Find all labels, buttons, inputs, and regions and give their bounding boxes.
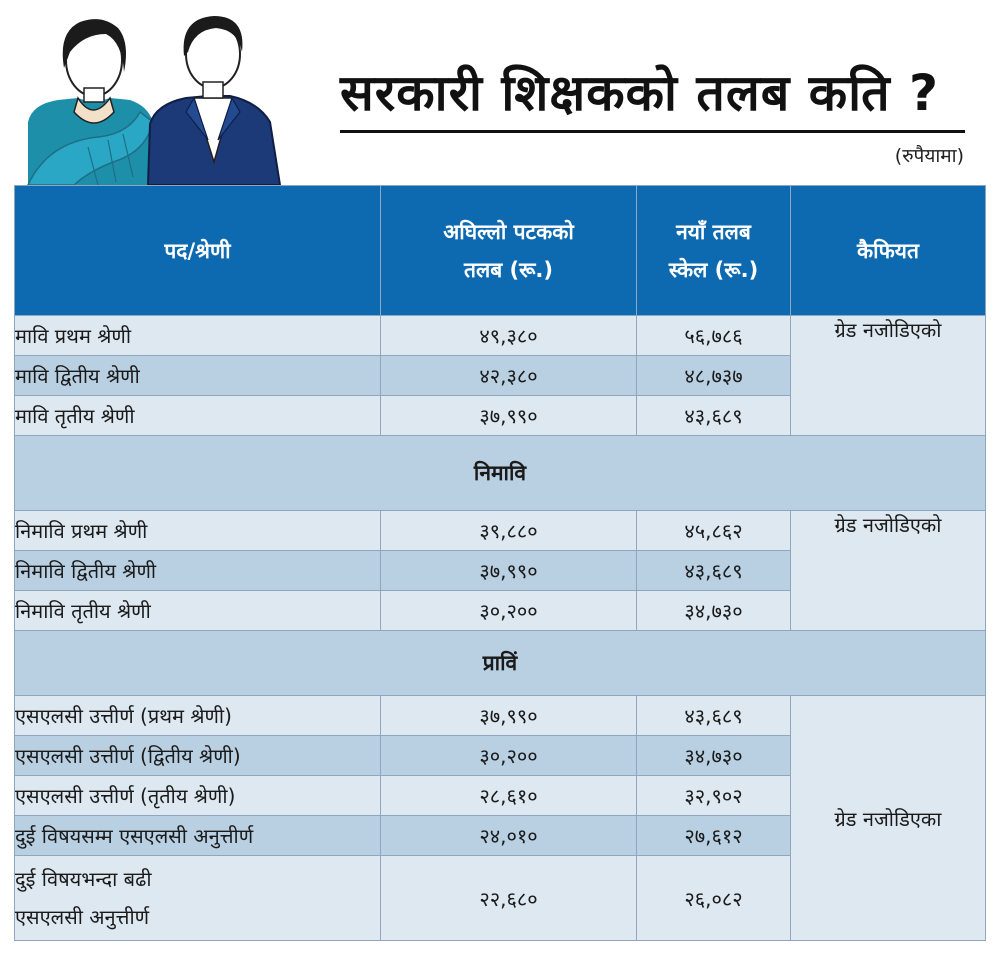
position-cell: निमावि द्वितीय श्रेणी — [14, 550, 381, 591]
section-heading-row: प्राविं — [14, 630, 986, 696]
position-cell: मावि द्वितीय श्रेणी — [14, 355, 381, 396]
previous-salary-cell: ३९,८८० — [380, 510, 637, 551]
currency-unit-label: (रुपैयामा) — [894, 145, 964, 167]
position-cell: मावि प्रथम श्रेणी — [14, 315, 381, 356]
table-row: निमावि द्वितीय श्रेणी ३७,९९० ४३,६८९ — [14, 550, 986, 591]
previous-salary-cell: २२,६८० — [380, 855, 637, 941]
previous-salary-cell: ३०,२०० — [380, 735, 637, 776]
table-row: दुई विषयसम्म एसएलसी अनुत्तीर्ण २४,०१० २७… — [14, 815, 986, 856]
new-salary-cell: ३४,७३० — [636, 590, 791, 631]
column-header-line: स्केल (रू.) — [668, 257, 759, 282]
remarks-cell: ग्रेड नजोडिएको — [790, 315, 986, 436]
previous-salary-cell: २४,०१० — [380, 815, 637, 856]
section-heading: निमावि — [14, 435, 986, 511]
table-row: दुई विषयभन्दा बढी एसएलसी अनुत्तीर्ण २२,६… — [14, 855, 986, 941]
new-salary-cell: २७,६१२ — [636, 815, 791, 856]
column-header-remarks: कैफियत — [790, 185, 986, 316]
new-salary-cell: ३२,९०२ — [636, 775, 791, 816]
table-row: निमावि प्रथम श्रेणी ३९,८८० ४५,८६२ ग्रेड … — [14, 510, 986, 631]
new-salary-cell: ४५,८६२ — [636, 510, 791, 551]
teachers-illustration-icon — [27, 16, 282, 185]
previous-salary-cell: २८,६१० — [380, 775, 637, 816]
header: सरकारी शिक्षकको तलब कति ? (रुपैयामा) — [0, 0, 1000, 185]
table-row: निमावि तृतीय श्रेणी ३०,२०० ३४,७३० — [14, 590, 986, 631]
new-salary-cell: ४८,७३७ — [636, 355, 791, 396]
remarks-cell: ग्रेड नजोडिएका — [790, 695, 986, 941]
remarks-cell: ग्रेड नजोडिएको — [790, 510, 986, 631]
column-header-previous-salary: अघिल्लो पटकको तलब (रू.) — [380, 185, 637, 316]
position-cell: मावि तृतीय श्रेणी — [14, 395, 381, 436]
new-salary-cell: ४३,६८९ — [636, 550, 791, 591]
salary-table: पद/श्रेणी अघिल्लो पटकको तलब (रू.) नयाँ त… — [14, 185, 986, 941]
position-cell: दुई विषयसम्म एसएलसी अनुत्तीर्ण — [14, 815, 381, 856]
position-line: एसएलसी अनुत्तीर्ण — [15, 905, 150, 929]
table-row: मावि द्वितीय श्रेणी ४२,३८० ४८,७३७ — [14, 355, 986, 396]
position-cell: एसएलसी उत्तीर्ण (द्वितीय श्रेणी) — [14, 735, 381, 776]
previous-salary-cell: ३७,९९० — [380, 550, 637, 591]
column-header-line: नयाँ तलब — [676, 219, 751, 244]
position-cell: निमावि प्रथम श्रेणी — [14, 510, 381, 551]
position-cell: एसएलसी उत्तीर्ण (प्रथम श्रेणी) — [14, 695, 381, 736]
page-title: सरकारी शिक्षकको तलब कति ? — [340, 64, 939, 122]
position-cell: निमावि तृतीय श्रेणी — [14, 590, 381, 631]
table-row: एसएलसी उत्तीर्ण (प्रथम श्रेणी) ३७,९९० ४३… — [14, 695, 986, 941]
section-heading-row: निमावि — [14, 435, 986, 511]
position-cell: दुई विषयभन्दा बढी एसएलसी अनुत्तीर्ण — [14, 855, 381, 941]
previous-salary-cell: ३७,९९० — [380, 695, 637, 736]
position-line: दुई विषयभन्दा बढी — [15, 867, 152, 891]
new-salary-cell: ३४,७३० — [636, 735, 791, 776]
table-row: मावि प्रथम श्रेणी ४९,३८० ५६,७८६ ग्रेड नज… — [14, 315, 986, 436]
new-salary-cell: ४३,६८९ — [636, 695, 791, 736]
column-header-line: अघिल्लो पटकको — [443, 219, 574, 244]
table-row: एसएलसी उत्तीर्ण (तृतीय श्रेणी) २८,६१० ३२… — [14, 775, 986, 816]
previous-salary-cell: ३७,९९० — [380, 395, 637, 436]
new-salary-cell: २६,०८२ — [636, 855, 791, 941]
previous-salary-cell: ४२,३८० — [380, 355, 637, 396]
column-header-position: पद/श्रेणी — [14, 185, 381, 316]
new-salary-cell: ४३,६८९ — [636, 395, 791, 436]
previous-salary-cell: ४९,३८० — [380, 315, 637, 356]
table-header-row: पद/श्रेणी अघिल्लो पटकको तलब (रू.) नयाँ त… — [14, 185, 986, 316]
table-row: एसएलसी उत्तीर्ण (द्वितीय श्रेणी) ३०,२०० … — [14, 735, 986, 776]
new-salary-cell: ५६,७८६ — [636, 315, 791, 356]
column-header-new-salary: नयाँ तलब स्केल (रू.) — [636, 185, 791, 316]
position-cell: एसएलसी उत्तीर्ण (तृतीय श्रेणी) — [14, 775, 381, 816]
title-underline — [340, 130, 965, 133]
previous-salary-cell: ३०,२०० — [380, 590, 637, 631]
column-header-line: तलब (रू.) — [464, 257, 553, 282]
section-heading: प्राविं — [14, 630, 986, 696]
